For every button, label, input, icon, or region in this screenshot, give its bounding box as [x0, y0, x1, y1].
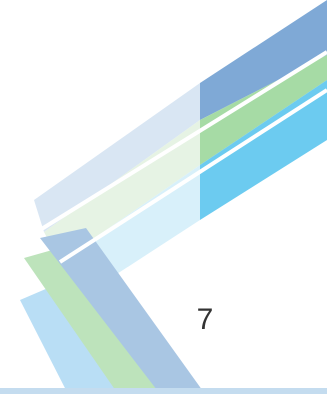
ribbon-cyan-band	[200, 80, 327, 220]
ribbon-separator-1	[38, 50, 327, 232]
ribbon-blue-band	[200, 0, 327, 120]
ribbon-lower-blue	[40, 228, 205, 394]
bottom-bar	[0, 388, 327, 394]
ribbon-faint-upper	[34, 83, 200, 232]
ribbon-green-band	[200, 55, 327, 165]
ribbon-lower-green	[24, 245, 162, 394]
page-number: 7	[196, 303, 214, 336]
ribbon-separator-2	[58, 88, 327, 264]
ribbon-lower-cyan	[20, 288, 120, 394]
